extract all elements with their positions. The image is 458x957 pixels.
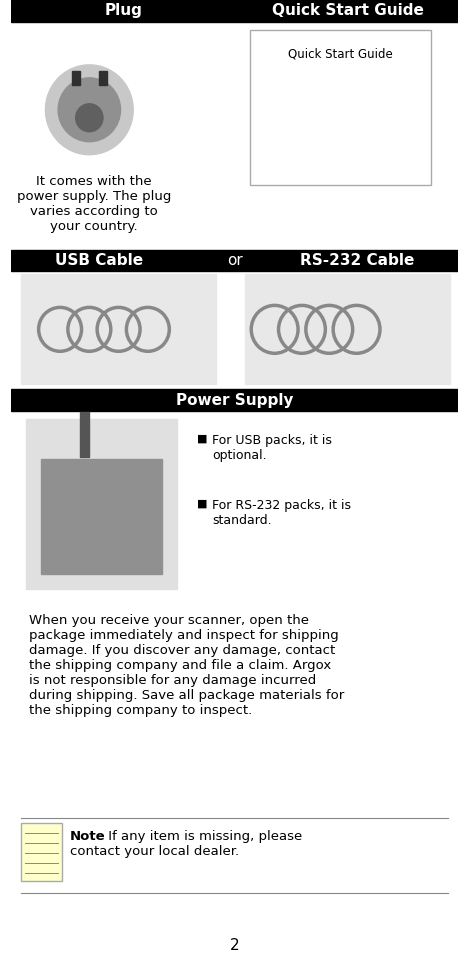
- Circle shape: [58, 78, 120, 142]
- Text: RS-232 Cable: RS-232 Cable: [300, 253, 415, 268]
- FancyBboxPatch shape: [250, 30, 431, 185]
- Bar: [11, 389, 458, 412]
- FancyBboxPatch shape: [21, 823, 62, 881]
- Text: When you receive your scanner, open the
package immediately and inspect for ship: When you receive your scanner, open the …: [29, 613, 344, 717]
- Text: It comes with the
power supply. The plug
varies according to
your country.: It comes with the power supply. The plug…: [17, 174, 171, 233]
- Text: Quick Start Guide: Quick Start Guide: [272, 4, 424, 18]
- Text: USB Cable: USB Cable: [55, 253, 143, 268]
- Text: Plug: Plug: [104, 4, 142, 18]
- Bar: [80, 412, 89, 457]
- Text: ■: ■: [196, 434, 207, 444]
- Bar: [245, 275, 450, 384]
- Bar: [21, 275, 216, 384]
- Text: If any item is missing, please
contact your local dealer.: If any item is missing, please contact y…: [70, 831, 302, 858]
- Text: ■: ■: [196, 499, 207, 509]
- Circle shape: [45, 65, 133, 155]
- Text: For USB packs, it is
optional.: For USB packs, it is optional.: [212, 434, 332, 462]
- Text: For RS-232 packs, it is
standard.: For RS-232 packs, it is standard.: [212, 499, 351, 527]
- Bar: [41, 459, 163, 574]
- Text: Quick Start Guide: Quick Start Guide: [288, 48, 393, 61]
- Bar: [72, 71, 80, 85]
- Text: 2: 2: [230, 938, 240, 953]
- Bar: [11, 0, 458, 22]
- Text: or: or: [227, 253, 243, 268]
- Text: Note: Note: [70, 831, 105, 843]
- Bar: [26, 419, 177, 589]
- Bar: [11, 250, 458, 272]
- Text: Power Supply: Power Supply: [176, 392, 294, 408]
- Bar: [99, 71, 107, 85]
- Circle shape: [76, 103, 103, 132]
